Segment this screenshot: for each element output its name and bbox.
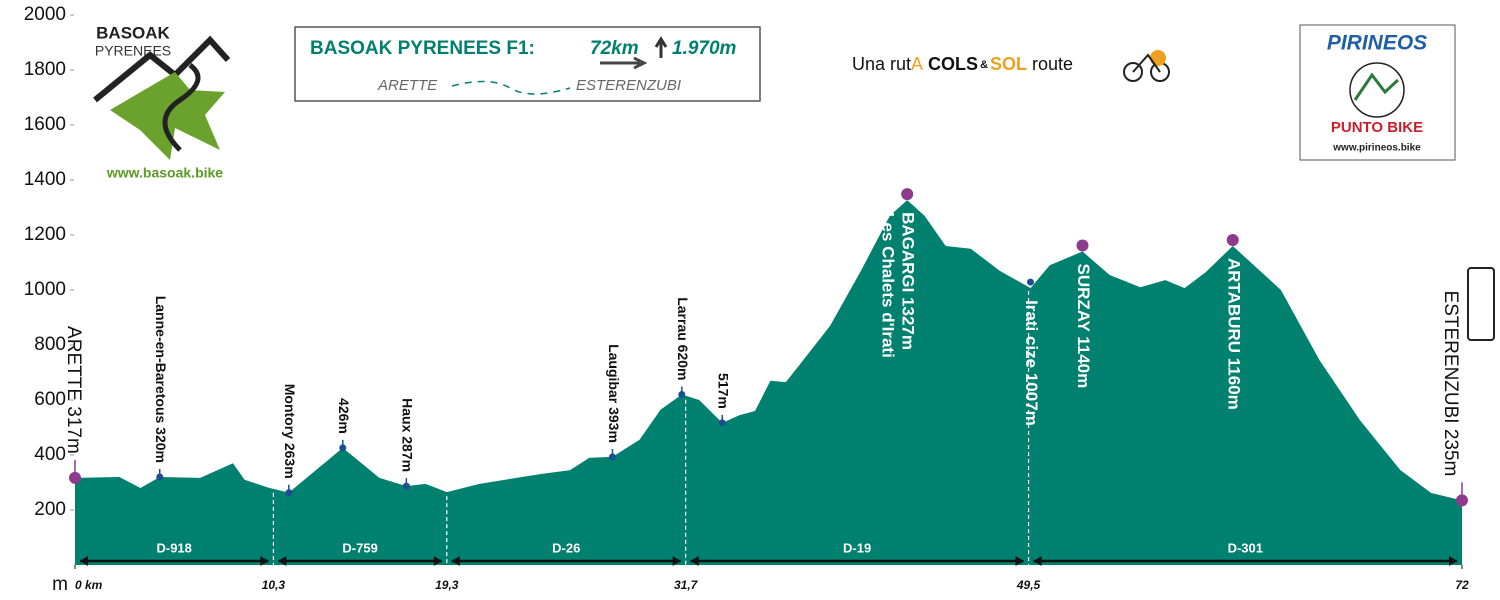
waypoint-marker — [339, 444, 347, 452]
route-distance: 72km — [590, 38, 639, 59]
waypoint-marker — [285, 489, 293, 497]
waypoint-marker — [901, 188, 914, 201]
waypoint-label: 517m — [716, 373, 732, 409]
y-axis-unit: m — [52, 574, 68, 595]
waypoint-marker — [608, 453, 616, 461]
logo-circle — [1349, 62, 1405, 118]
road-name: D-26 — [552, 540, 580, 555]
route-start: ARETTE — [377, 77, 438, 94]
logo-name: PIRINEOS — [1327, 32, 1427, 55]
y-tick-label: 1400 — [24, 169, 66, 190]
x-tick-label: 72 — [1455, 578, 1469, 592]
x-tick-label: 19,3 — [435, 578, 459, 592]
logo-right: PIRINEOS PUNTO BIKE www.pirineos.bike — [1299, 24, 1456, 161]
y-tick-label: 400 — [34, 444, 66, 465]
logo-sub: PYRENEES — [95, 43, 171, 59]
waypoint-label: Larrau 620m — [675, 297, 691, 380]
slogan-part: A — [911, 54, 923, 74]
slogan: Una rutA COLS & SOL route — [852, 54, 1073, 74]
logo-url: www.basoak.bike — [106, 165, 223, 181]
cyclist-icon — [1123, 50, 1170, 82]
elevation-area — [75, 200, 1462, 565]
waypoint-label: ARETTE 317m — [63, 326, 84, 454]
waypoint-marker — [1226, 234, 1239, 246]
road-name: D-918 — [156, 540, 191, 555]
waypoint-marker — [402, 482, 410, 490]
y-tick-label: 1000 — [24, 279, 66, 300]
logo-sub: PUNTO BIKE — [1331, 119, 1423, 136]
climb-icon — [654, 36, 668, 58]
waypoint-marker — [156, 473, 164, 481]
header-box: BASOAK PYRENEES F1: 72km 1.970m ARETTE E… — [294, 26, 761, 102]
logo-name: BASOAK — [96, 23, 170, 42]
waypoint-marker — [718, 419, 726, 427]
route-finish: ESTERENZUBI — [576, 77, 681, 94]
waypoint-marker — [1456, 494, 1468, 507]
logo-left: BASOAK PYRENEES www.basoak.bike — [93, 23, 231, 181]
road-name: D-19 — [843, 540, 871, 555]
slogan-part: SOL — [990, 54, 1027, 74]
distance-icon — [600, 56, 648, 70]
waypoint-label: Irati cize 1007m — [1022, 300, 1041, 426]
y-tick-label: 200 — [34, 499, 66, 520]
waypoint-label: Lanne-en-Baretous 320m — [153, 296, 169, 463]
y-tick-label: 600 — [34, 389, 66, 410]
slogan-part: route — [1027, 54, 1073, 74]
header-frame — [294, 26, 761, 102]
waypoint-marker — [678, 391, 686, 398]
waypoint-marker — [1026, 278, 1034, 286]
route-name: BASOAK PYRENEES F1: — [310, 38, 535, 59]
y-tick-label: 800 — [34, 334, 66, 355]
logo-road — [162, 63, 201, 152]
y-tick-label: 1200 — [24, 224, 66, 245]
waypoint-label: Montory 263m — [282, 384, 298, 479]
slogan-part: COLS — [923, 54, 978, 74]
route-climb: 1.970m — [672, 38, 737, 59]
waypoint-label: ESTERENZUBI 235m — [1440, 291, 1461, 477]
x-tick-label: 49,5 — [1016, 578, 1041, 592]
waypoint-label: Haux 287m — [400, 398, 416, 472]
waypoint-marker — [69, 471, 81, 484]
logo-mountain — [1353, 72, 1400, 101]
x-tick-label: 10,3 — [262, 578, 286, 592]
y-tick-label: 1600 — [24, 114, 66, 135]
x-tick-label: 0 km — [75, 578, 103, 592]
waypoint-label: Laugibar 393m — [606, 344, 622, 443]
waypoint-label: BAGARGI 1327m — [899, 212, 918, 350]
waypoint-sublabel: Les Chalets d'Irati — [879, 212, 898, 358]
road-name: D-301 — [1228, 540, 1263, 555]
y-tick-label: 2000 — [24, 4, 66, 25]
waypoint-label: ARTABURU 1160m — [1224, 258, 1243, 410]
y-tick-label: 1800 — [24, 59, 66, 80]
road-name: D-759 — [342, 540, 377, 555]
x-tick-label: 31,7 — [674, 578, 699, 592]
slogan-part: & — [980, 59, 988, 71]
slogan-part: Una rut — [852, 54, 911, 74]
waypoint-marker — [1076, 239, 1089, 252]
logo-url: www.pirineos.bike — [1332, 143, 1421, 154]
waypoint-label: 426m — [336, 398, 352, 434]
license-badge — [1467, 267, 1495, 341]
waypoint-label: SURZAY 1140m — [1074, 264, 1093, 389]
